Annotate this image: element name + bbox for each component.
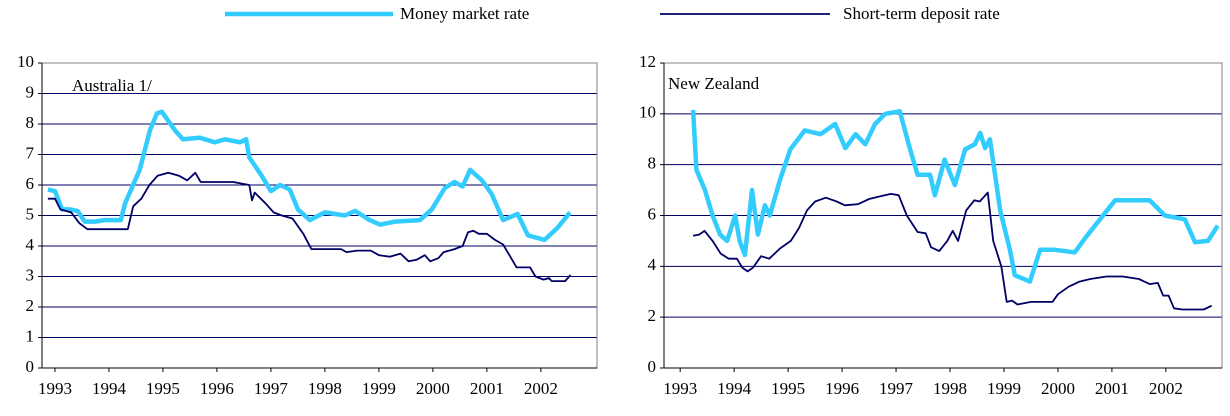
x-tick-label: 1997	[254, 379, 289, 398]
x-tick-label: 1995	[771, 379, 805, 398]
x-tick-label: 1999	[987, 379, 1021, 398]
chart-title: New Zealand	[668, 74, 760, 93]
y-tick-label: 5	[26, 204, 35, 223]
series-line	[690, 109, 1220, 284]
x-tick-label: 1993	[663, 379, 697, 398]
y-tick-label: 1	[26, 326, 35, 345]
x-tick-label: 2000	[1041, 379, 1075, 398]
y-tick-label: 10	[639, 103, 656, 122]
y-tick-label: 6	[26, 174, 35, 193]
chart-title: Australia 1/	[72, 76, 152, 95]
y-tick-label: 6	[648, 204, 657, 223]
legend-label: Money market rate	[400, 4, 529, 23]
y-tick-label: 3	[26, 265, 35, 284]
y-tick-label: 10	[17, 52, 34, 71]
x-tick-label: 1996	[200, 379, 234, 398]
y-tick-label: 4	[26, 235, 35, 254]
x-tick-label: 2001	[1095, 379, 1129, 398]
y-tick-label: 12	[639, 52, 656, 71]
x-tick-label: 1994	[92, 379, 127, 398]
x-tick-label: 1993	[38, 379, 72, 398]
y-tick-label: 2	[648, 306, 657, 325]
x-tick-label: 2002	[1149, 379, 1183, 398]
y-tick-label: 8	[648, 154, 657, 173]
y-tick-label: 2	[26, 296, 35, 315]
x-tick-label: 1999	[362, 379, 396, 398]
y-tick-label: 4	[648, 255, 657, 274]
x-tick-label: 1995	[146, 379, 180, 398]
x-tick-label: 1996	[825, 379, 859, 398]
x-tick-label: 1997	[879, 379, 914, 398]
x-tick-label: 2002	[524, 379, 558, 398]
series-line	[692, 191, 1213, 311]
x-tick-label: 1994	[717, 379, 752, 398]
series-line	[47, 171, 572, 282]
x-tick-label: 2000	[416, 379, 450, 398]
x-tick-label: 1998	[933, 379, 967, 398]
y-tick-label: 0	[648, 357, 657, 376]
y-tick-label: 0	[26, 357, 35, 376]
y-tick-label: 8	[26, 113, 35, 132]
x-tick-label: 1998	[308, 379, 342, 398]
series-line	[47, 109, 572, 243]
legend-label: Short-term deposit rate	[843, 4, 1000, 23]
y-tick-label: 7	[26, 143, 35, 162]
x-tick-label: 2001	[470, 379, 504, 398]
y-tick-label: 9	[26, 82, 35, 101]
